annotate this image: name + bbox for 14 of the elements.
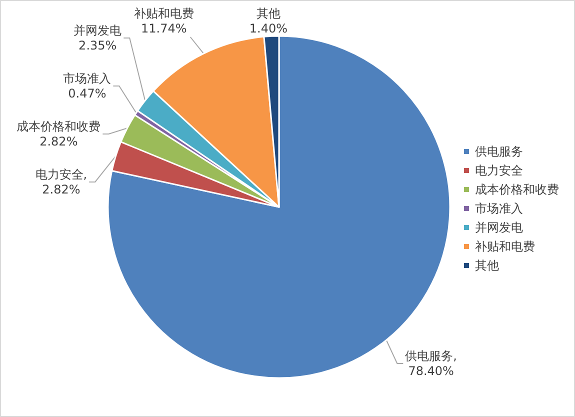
legend-label: 其他 [475, 258, 499, 272]
data-label: 供电服务, 78.40% [405, 348, 457, 378]
legend-label: 补贴和电费 [475, 240, 535, 254]
data-label: 并网发电 2.35% [74, 23, 122, 52]
data-label: 市场准入 0.47% [63, 71, 112, 100]
data-label: 成本价格和收费 2.82% [16, 119, 101, 148]
legend-label: 供电服务 [475, 144, 523, 158]
data-label: 补贴和电费 11.74% [134, 6, 194, 36]
legend-label: 市场准入 [475, 202, 523, 216]
data-label: 其他 1.40% [249, 6, 288, 36]
legend-label: 成本价格和收费 [475, 182, 559, 196]
data-label: 电力安全, 2.82% [35, 167, 88, 196]
legend-label: 电力安全 [475, 164, 523, 178]
legend-label: 并网发电 [475, 220, 523, 234]
